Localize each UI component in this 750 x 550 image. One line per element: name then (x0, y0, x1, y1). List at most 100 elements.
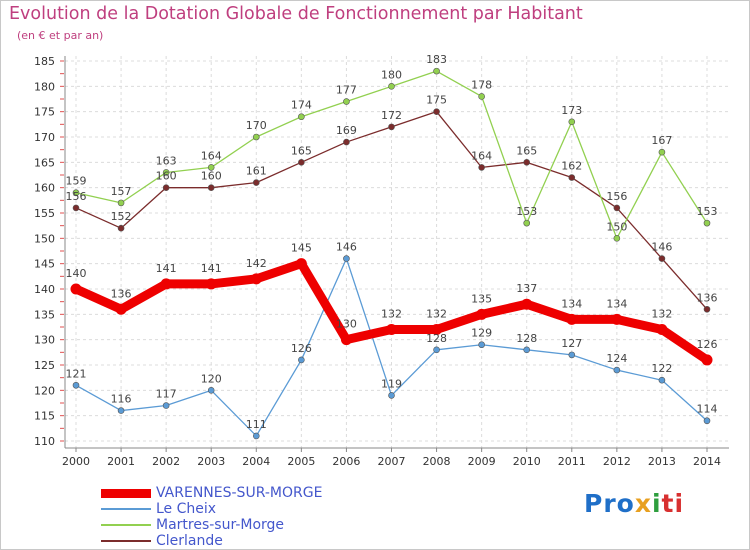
logo-part: ti (661, 489, 685, 518)
data-point (205, 278, 217, 290)
data-point (70, 283, 82, 295)
data-label: 132 (426, 308, 447, 321)
data-label: 142 (246, 257, 267, 270)
y-tick-label: 160 (34, 182, 55, 195)
logo-part: Pro (584, 489, 635, 518)
y-tick-label: 145 (34, 258, 55, 271)
data-label: 146 (336, 241, 357, 254)
data-label: 126 (697, 338, 718, 351)
data-label: 167 (651, 134, 672, 147)
y-tick-label: 150 (34, 232, 55, 245)
proxiti-logo: Proxiti (584, 489, 684, 518)
y-tick-label: 140 (34, 283, 55, 296)
data-label: 165 (291, 144, 312, 157)
data-label: 163 (156, 154, 177, 167)
data-label: 161 (246, 165, 267, 178)
data-label: 124 (606, 352, 627, 365)
y-tick-label: 135 (34, 308, 55, 321)
y-tick-label: 130 (34, 334, 55, 347)
x-tick-label: 2008 (423, 455, 451, 468)
y-tick-label: 120 (34, 384, 55, 397)
data-label: 153 (697, 205, 718, 218)
data-label: 170 (246, 119, 267, 132)
data-point (613, 366, 621, 374)
data-label: 137 (516, 282, 537, 295)
legend-label: Le Cheix (156, 501, 217, 517)
data-point (433, 108, 440, 115)
data-label: 132 (651, 308, 672, 321)
legend-label: VARENNES-SUR-MORGE (156, 485, 323, 501)
data-point (252, 179, 260, 186)
data-point (568, 351, 576, 359)
data-label: 164 (201, 149, 222, 162)
data-label: 146 (651, 241, 672, 254)
data-point (658, 376, 666, 384)
data-point (613, 235, 621, 242)
data-label: 145 (291, 242, 312, 255)
data-label: 174 (291, 99, 312, 112)
data-label: 165 (516, 144, 537, 157)
data-label: 129 (471, 327, 492, 340)
data-label: 134 (561, 297, 582, 310)
data-label: 122 (651, 362, 672, 375)
data-label: 162 (561, 160, 582, 173)
data-point (611, 313, 623, 325)
data-point (523, 219, 531, 227)
data-point (431, 324, 443, 336)
data-point (703, 305, 711, 313)
data-label: 117 (156, 388, 177, 401)
data-point (476, 308, 488, 320)
data-point (343, 98, 350, 105)
data-point (568, 118, 576, 126)
data-point (478, 164, 485, 171)
data-point (117, 224, 125, 232)
data-point (613, 204, 621, 212)
data-point (252, 432, 260, 440)
data-label: 135 (471, 292, 492, 305)
data-point (117, 407, 125, 414)
x-tick-label: 2014 (693, 455, 721, 468)
data-label: 136 (111, 287, 132, 300)
data-label: 116 (111, 393, 132, 406)
x-tick-label: 2002 (152, 455, 180, 468)
data-point (207, 184, 215, 191)
data-label: 141 (156, 262, 177, 275)
data-label: 128 (516, 332, 537, 345)
data-label: 180 (381, 68, 402, 81)
y-tick-label: 180 (34, 80, 55, 93)
data-label: 175 (426, 94, 447, 107)
data-point (343, 255, 350, 262)
y-tick-label: 110 (34, 435, 55, 448)
data-label: 153 (516, 205, 537, 218)
data-label: 119 (381, 377, 402, 390)
data-point (298, 159, 305, 166)
data-point (207, 387, 215, 394)
data-label: 130 (336, 318, 357, 331)
data-label: 177 (336, 84, 357, 97)
data-label: 160 (156, 170, 177, 183)
x-tick-label: 2012 (603, 455, 631, 468)
data-point (343, 138, 350, 146)
data-point (568, 174, 576, 181)
data-label: 156 (606, 190, 627, 203)
data-point (388, 83, 395, 90)
y-tick-label: 155 (34, 207, 55, 220)
data-point (521, 298, 533, 310)
legend-label: Clerlande (156, 533, 223, 549)
data-point (523, 346, 531, 354)
x-tick-label: 2010 (513, 455, 541, 468)
data-label: 164 (471, 149, 492, 162)
data-point (298, 113, 305, 121)
data-label: 169 (336, 124, 357, 137)
data-label: 173 (561, 104, 582, 117)
data-point (703, 219, 711, 227)
data-point (250, 273, 262, 285)
y-tick-label: 115 (34, 410, 55, 423)
data-point (658, 148, 666, 156)
data-label: 111 (246, 418, 267, 431)
y-tick-label: 175 (34, 106, 55, 119)
data-point (72, 204, 80, 212)
y-tick-label: 165 (34, 156, 55, 169)
data-point (433, 67, 440, 75)
data-point (72, 189, 80, 197)
